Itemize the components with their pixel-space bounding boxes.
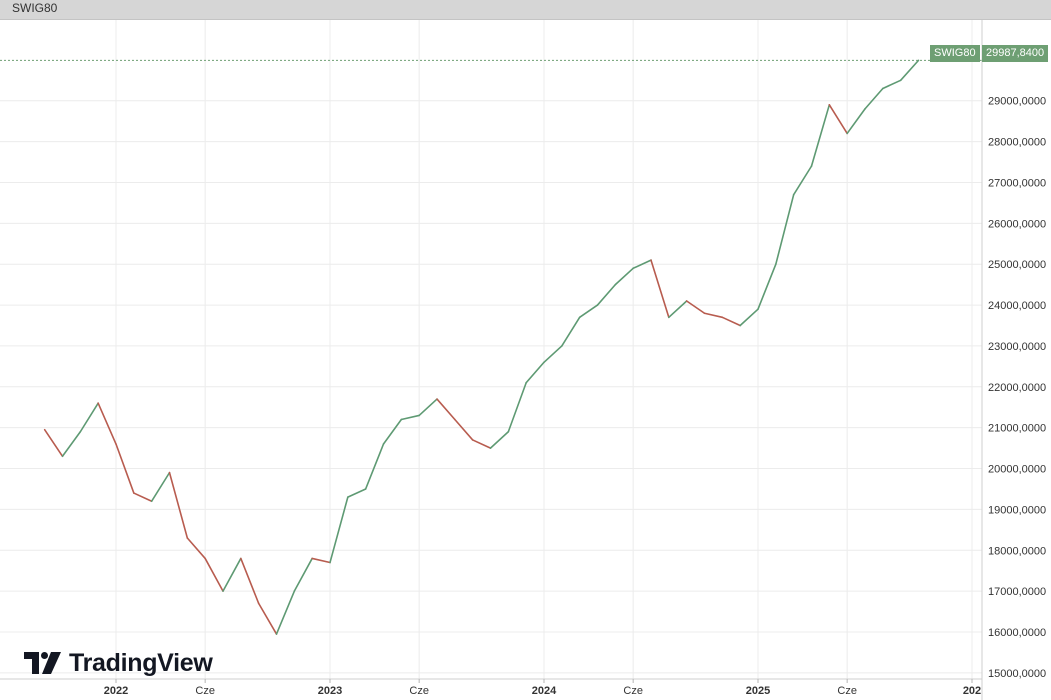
series-segment xyxy=(792,165,813,196)
series-segment xyxy=(757,263,777,310)
price-series xyxy=(43,59,920,635)
y-tick-label: 24000,0000 xyxy=(988,300,1046,312)
series-segment xyxy=(739,308,759,327)
series-segment xyxy=(400,414,420,421)
x-tick-label: 2024 xyxy=(532,685,557,697)
series-segment xyxy=(275,590,296,635)
series-segment xyxy=(703,312,724,319)
tradingview-logo-icon xyxy=(24,652,61,674)
series-segment xyxy=(293,557,313,592)
y-tick-label: 23000,0000 xyxy=(988,341,1046,353)
x-tick-label: Cze xyxy=(837,685,857,697)
series-segment xyxy=(810,104,831,167)
chart-grid xyxy=(0,19,982,679)
series-segment xyxy=(721,316,741,327)
y-tick-label: 18000,0000 xyxy=(988,545,1046,557)
series-segment xyxy=(61,430,82,458)
time-axis[interactable]: 2022 Cze 2023 Cze 2024 Cze 2025 Cze 202 xyxy=(104,679,981,697)
series-segment xyxy=(97,402,117,445)
series-segment xyxy=(685,300,706,315)
chart-header: SWIG80 xyxy=(0,0,1051,20)
series-segment xyxy=(204,557,224,592)
series-segment xyxy=(150,471,171,503)
tradingview-logo-text: TradingView xyxy=(69,648,213,677)
series-segment xyxy=(864,87,884,110)
series-segment xyxy=(133,492,153,503)
y-tick-label: 28000,0000 xyxy=(988,137,1046,149)
y-tick-label: 17000,0000 xyxy=(988,586,1046,598)
x-tick-label: 2025 xyxy=(746,685,770,697)
x-tick-label: Cze xyxy=(623,685,643,697)
y-tick-label: 21000,0000 xyxy=(988,423,1046,435)
series-segment xyxy=(543,345,563,364)
series-segment xyxy=(471,439,492,449)
y-tick-label: 16000,0000 xyxy=(988,627,1046,639)
series-segment xyxy=(525,361,545,384)
series-segment xyxy=(578,304,599,319)
series-segment xyxy=(489,430,510,449)
series-segment xyxy=(329,496,349,564)
series-segment xyxy=(899,59,920,82)
series-segment xyxy=(632,259,652,270)
series-segment xyxy=(382,418,403,445)
tradingview-logo[interactable]: TradingView xyxy=(24,648,213,678)
series-segment xyxy=(650,259,670,319)
y-tick-label: 26000,0000 xyxy=(988,218,1046,230)
series-segment xyxy=(454,418,474,441)
price-axis[interactable]: 15000,0000 16000,0000 17000,0000 18000,0000… xyxy=(988,96,1046,680)
series-segment xyxy=(596,283,617,306)
series-segment xyxy=(418,398,438,417)
series-segment xyxy=(882,79,902,90)
series-segment xyxy=(846,108,866,135)
last-price-value-tag: 29987,8400 xyxy=(982,45,1049,62)
series-segment xyxy=(561,316,581,347)
y-tick-label: 15000,0000 xyxy=(988,668,1046,680)
series-segment xyxy=(775,193,795,266)
series-segment xyxy=(436,398,456,421)
series-segment xyxy=(79,402,99,433)
series-segment xyxy=(168,471,189,539)
series-segment xyxy=(257,602,278,635)
series-segment xyxy=(507,381,527,433)
series-segment xyxy=(43,428,64,458)
x-tick-label: Cze xyxy=(409,685,429,697)
last-price-symbol-tag: SWIG80 xyxy=(930,45,980,62)
series-segment xyxy=(311,557,331,564)
symbol-label: SWIG80 xyxy=(12,1,58,15)
series-segment xyxy=(828,104,848,135)
y-tick-label: 29000,0000 xyxy=(988,96,1046,108)
series-segment xyxy=(347,488,367,498)
series-segment xyxy=(364,443,385,490)
series-segment xyxy=(668,300,688,319)
series-segment xyxy=(222,557,242,592)
x-tick-label: 202 xyxy=(963,685,981,697)
y-tick-label: 25000,0000 xyxy=(988,259,1046,271)
y-tick-label: 19000,0000 xyxy=(988,504,1046,516)
series-segment xyxy=(240,557,260,605)
series-segment xyxy=(115,443,135,494)
y-tick-label: 27000,0000 xyxy=(988,177,1046,189)
y-tick-label: 22000,0000 xyxy=(988,382,1046,394)
x-tick-label: 2023 xyxy=(318,685,342,697)
y-tick-label: 20000,0000 xyxy=(988,464,1046,476)
x-tick-label: 2022 xyxy=(104,685,128,697)
x-tick-label: Cze xyxy=(195,685,215,697)
series-segment xyxy=(614,267,634,286)
series-segment xyxy=(186,537,206,560)
